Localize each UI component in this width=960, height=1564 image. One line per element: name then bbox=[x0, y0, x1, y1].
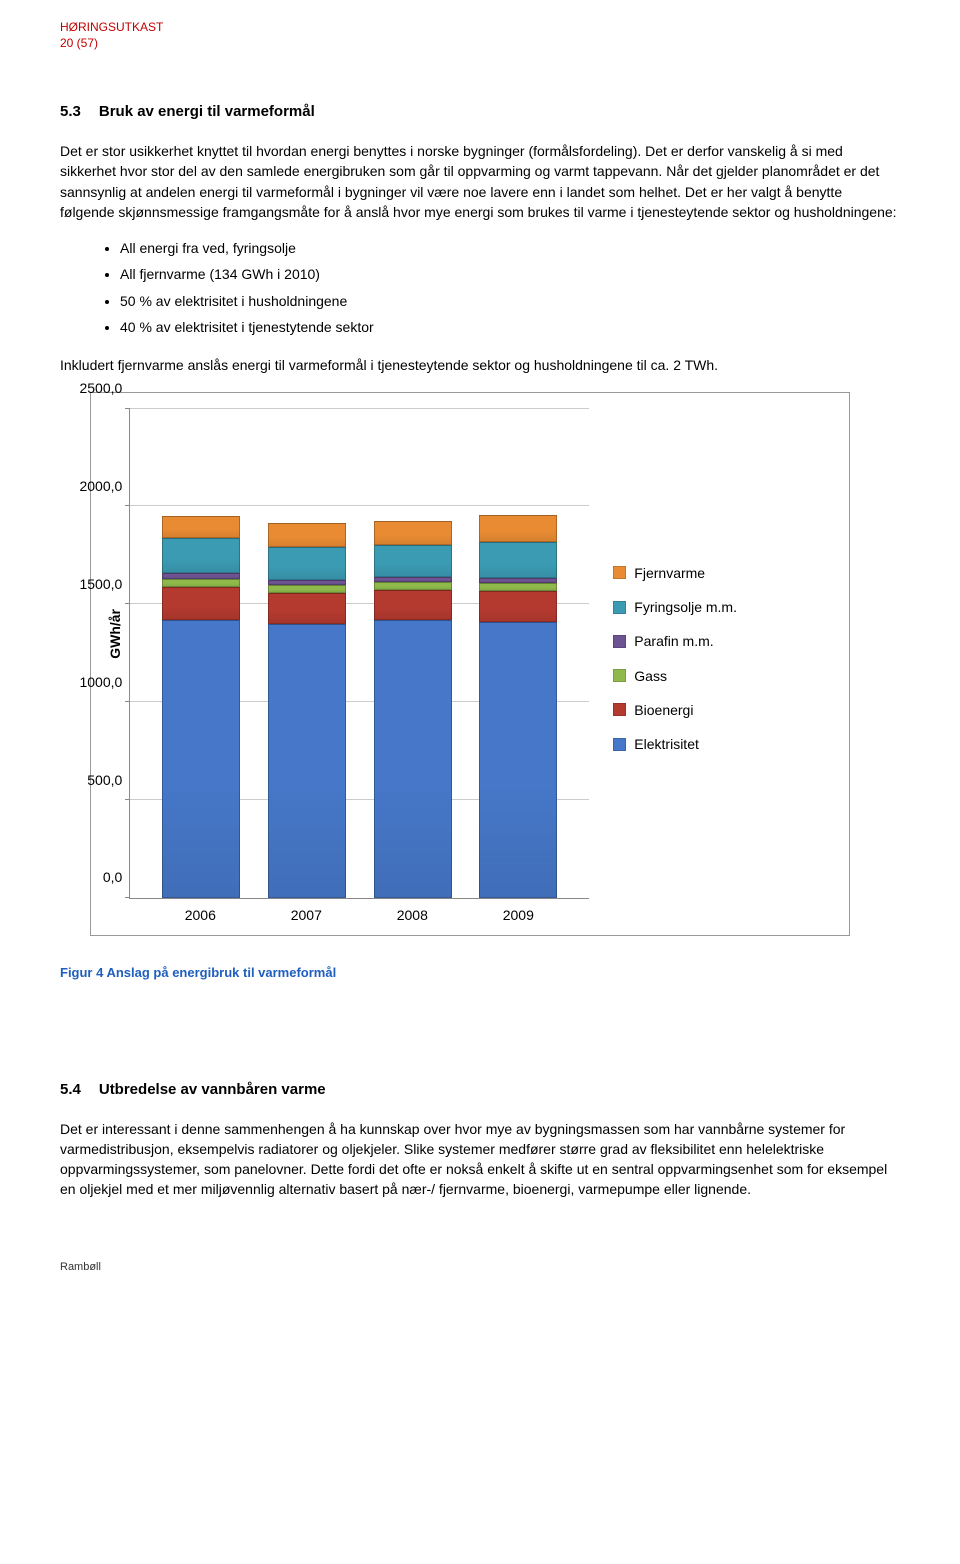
bar-segment bbox=[268, 585, 346, 593]
bar-group bbox=[479, 409, 557, 898]
legend-swatch bbox=[613, 635, 626, 648]
section-5-3-heading: 5.3 Bruk av energi til varmeformål bbox=[60, 101, 900, 123]
section-5-4-heading: 5.4 Utbredelse av vannbåren varme bbox=[60, 1079, 900, 1101]
legend-label: Elektrisitet bbox=[634, 734, 699, 754]
legend-swatch bbox=[613, 703, 626, 716]
legend-item: Parafin m.m. bbox=[613, 631, 737, 651]
y-tick-label: 1000,0 bbox=[79, 672, 130, 692]
bar-segment bbox=[162, 620, 240, 898]
header-line1: HØRINGSUTKAST bbox=[60, 20, 900, 36]
sec53-para2: Inkludert fjernvarme anslås energi til v… bbox=[60, 355, 900, 375]
bar-segment bbox=[162, 579, 240, 587]
bar-segment bbox=[479, 583, 557, 591]
section-title: Bruk av energi til varmeformål bbox=[99, 101, 315, 123]
bar-segment bbox=[162, 538, 240, 573]
bar-segment bbox=[374, 590, 452, 620]
y-tick-label: 500,0 bbox=[87, 769, 130, 789]
bar-segment bbox=[374, 582, 452, 590]
y-tick-label: 2000,0 bbox=[79, 476, 130, 496]
footer-brand: Rambøll bbox=[60, 1260, 900, 1276]
x-axis-labels: 2006 2007 2008 2009 bbox=[129, 899, 589, 925]
bar-segment bbox=[374, 620, 452, 898]
bar-segment bbox=[162, 587, 240, 620]
y-tick-label: 1500,0 bbox=[79, 574, 130, 594]
bar-segment bbox=[479, 542, 557, 578]
legend-item: Bioenergi bbox=[613, 700, 737, 720]
energy-chart: GWh/år 0,0500,01000,01500,02000,02500,0 … bbox=[90, 392, 850, 936]
legend-label: Bioenergi bbox=[634, 700, 693, 720]
header-mark: HØRINGSUTKAST 20 (57) bbox=[60, 20, 900, 51]
y-axis-label: GWh/år bbox=[101, 609, 129, 659]
sec53-para1: Det er stor usikkerhet knyttet til hvord… bbox=[60, 141, 900, 222]
bar-segment bbox=[479, 515, 557, 541]
sec54-para1: Det er interessant i denne sammenhengen … bbox=[60, 1119, 900, 1200]
sec53-bullets: All energi fra ved, fyringsolje All fjer… bbox=[60, 238, 900, 337]
chart-plot-area: 0,0500,01000,01500,02000,02500,0 bbox=[129, 409, 589, 899]
legend-swatch bbox=[613, 669, 626, 682]
section-number: 5.3 bbox=[60, 101, 81, 123]
legend-swatch bbox=[613, 601, 626, 614]
legend-label: Gass bbox=[634, 666, 667, 686]
bar-group bbox=[268, 409, 346, 898]
bullet-item: 50 % av elektrisitet i husholdningene bbox=[120, 291, 900, 311]
bar-segment bbox=[479, 622, 557, 898]
legend-label: Fyringsolje m.m. bbox=[634, 597, 737, 617]
bar-segment bbox=[268, 593, 346, 624]
bullet-item: All energi fra ved, fyringsolje bbox=[120, 238, 900, 258]
header-line2: 20 (57) bbox=[60, 36, 900, 52]
bullet-item: 40 % av elektrisitet i tjenestytende sek… bbox=[120, 317, 900, 337]
x-tick-label: 2006 bbox=[161, 905, 239, 925]
bar-segment bbox=[374, 521, 452, 544]
bar-segment bbox=[268, 523, 346, 546]
bar-segment bbox=[479, 591, 557, 622]
legend-item: Elektrisitet bbox=[613, 734, 737, 754]
legend-swatch bbox=[613, 738, 626, 751]
legend-label: Fjernvarme bbox=[634, 563, 705, 583]
bar-segment bbox=[268, 547, 346, 580]
bar-segment bbox=[162, 516, 240, 538]
chart-legend: Fjernvarme Fyringsolje m.m. Parafin m.m. Ga… bbox=[589, 403, 737, 925]
x-tick-label: 2008 bbox=[373, 905, 451, 925]
legend-item: Gass bbox=[613, 666, 737, 686]
bar-segment bbox=[374, 545, 452, 577]
y-tick-label: 2500,0 bbox=[79, 378, 130, 398]
bar-group bbox=[162, 409, 240, 898]
legend-label: Parafin m.m. bbox=[634, 631, 713, 651]
legend-swatch bbox=[613, 566, 626, 579]
legend-item: Fyringsolje m.m. bbox=[613, 597, 737, 617]
bar-group bbox=[374, 409, 452, 898]
y-tick-label: 0,0 bbox=[103, 867, 130, 887]
bar-segment bbox=[268, 624, 346, 898]
bullet-item: All fjernvarme (134 GWh i 2010) bbox=[120, 264, 900, 284]
figure-caption: Figur 4 Anslag på energibruk til varmefo… bbox=[60, 964, 900, 983]
x-tick-label: 2007 bbox=[267, 905, 345, 925]
x-tick-label: 2009 bbox=[479, 905, 557, 925]
section-title: Utbredelse av vannbåren varme bbox=[99, 1079, 326, 1101]
legend-item: Fjernvarme bbox=[613, 563, 737, 583]
section-number: 5.4 bbox=[60, 1079, 81, 1101]
